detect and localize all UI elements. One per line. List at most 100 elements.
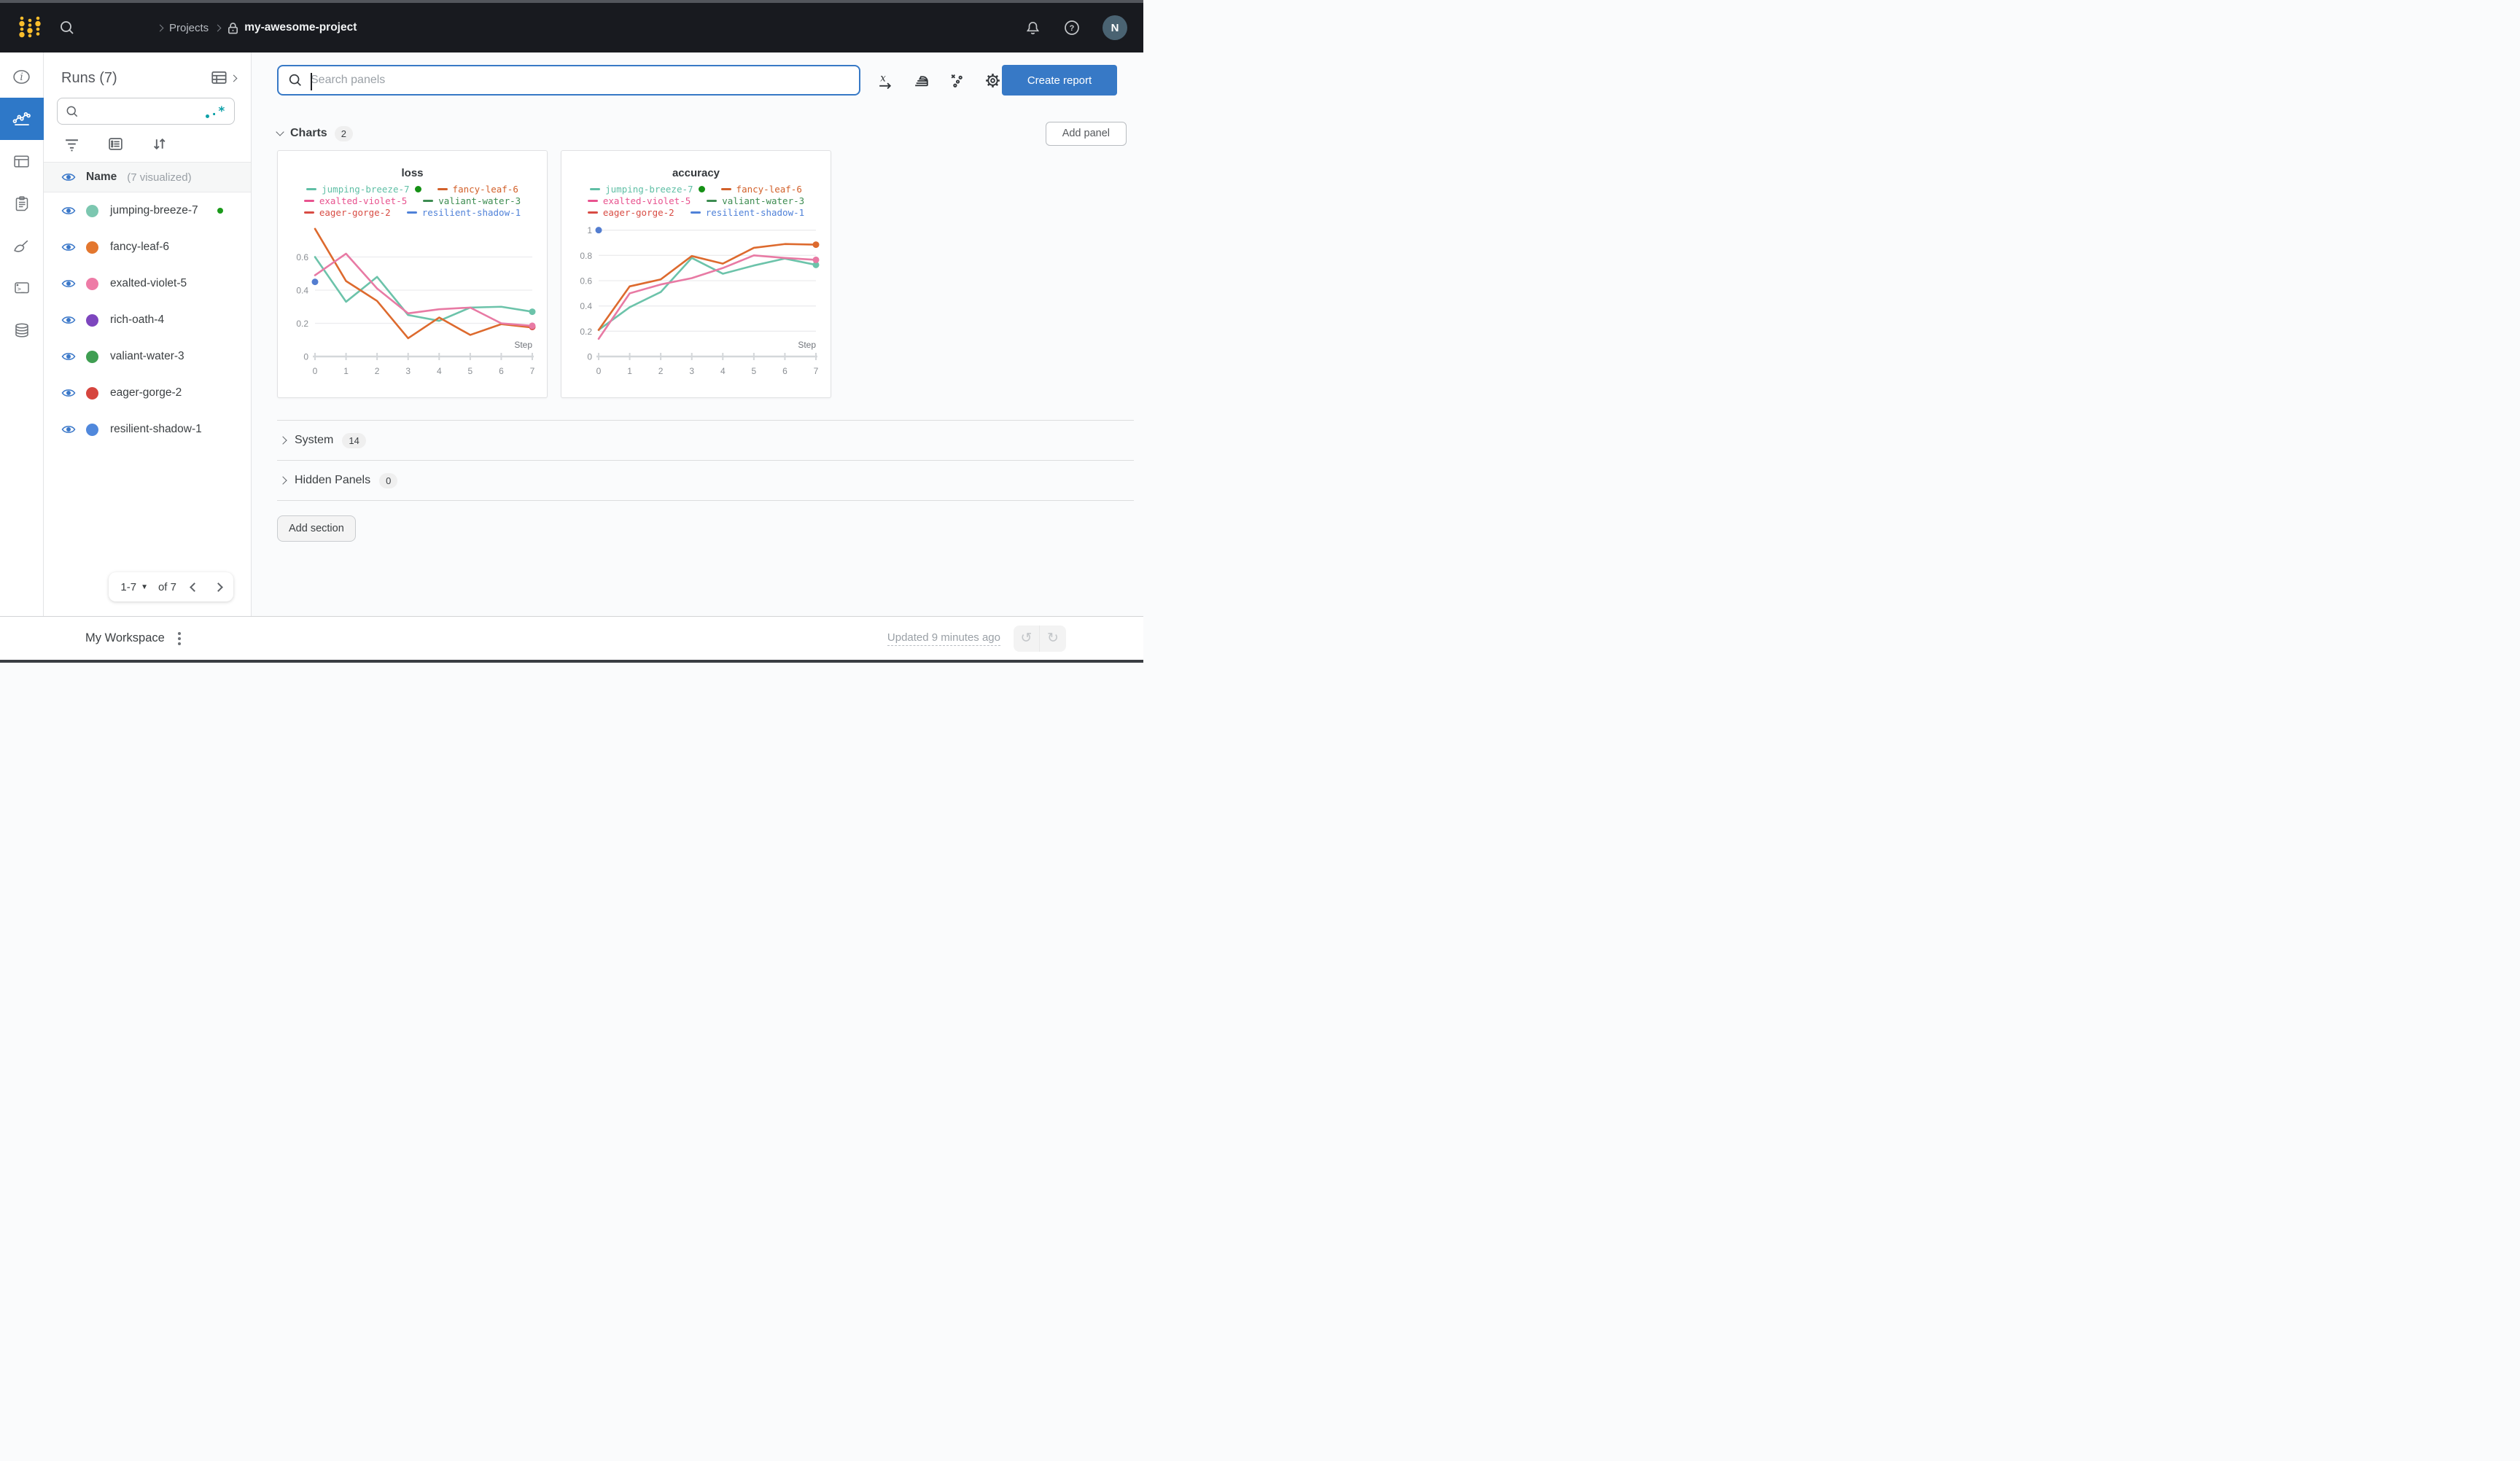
charts-grid: loss jumping-breeze-7 fancy-leaf-6 exalted-… <box>277 150 1127 398</box>
legend-label: valiant-water-3 <box>438 195 521 206</box>
breadcrumb-projects-link[interactable]: Projects <box>169 21 209 34</box>
redo-button[interactable]: ↻ <box>1040 625 1066 652</box>
sidebar-item-logs[interactable] <box>0 182 44 225</box>
legend-item[interactable]: valiant-water-3 <box>707 195 804 206</box>
filter-icon[interactable] <box>64 136 79 152</box>
sort-icon[interactable] <box>152 136 167 152</box>
legend-item[interactable]: fancy-leaf-6 <box>720 184 802 195</box>
legend-item[interactable]: valiant-water-3 <box>423 195 521 206</box>
sidebar-item-terminal[interactable]: >_ <box>0 267 44 309</box>
run-name[interactable]: eager-gorge-2 <box>110 386 182 399</box>
breadcrumb-project-name[interactable]: my-awesome-project <box>227 21 357 35</box>
run-name[interactable]: jumping-breeze-7 <box>110 204 198 217</box>
sidebar-item-overview[interactable]: i <box>0 55 44 98</box>
global-search-icon[interactable] <box>58 19 76 36</box>
page-range-dropdown[interactable]: 1-7 <box>120 580 137 593</box>
gear-icon[interactable] <box>984 71 1002 90</box>
create-report-button[interactable]: Create report <box>1002 65 1117 96</box>
database-icon <box>15 323 28 338</box>
undo-button[interactable]: ↺ <box>1014 625 1040 652</box>
chart-title: loss <box>401 167 424 179</box>
workspace-name[interactable]: My Workspace <box>85 631 165 644</box>
panel-search-box[interactable] <box>277 65 860 96</box>
run-row[interactable]: jumping-breeze-7 <box>44 192 251 229</box>
sidebar-item-sweeps[interactable] <box>0 225 44 267</box>
eye-icon[interactable] <box>61 206 76 216</box>
group-list-icon[interactable] <box>108 136 123 152</box>
add-section-button[interactable]: Add section <box>277 515 356 542</box>
sidebar-item-table[interactable] <box>0 140 44 182</box>
legend-swatch <box>720 187 731 191</box>
expand-runs-table-button[interactable] <box>210 69 238 87</box>
eye-icon[interactable] <box>61 172 76 182</box>
run-name[interactable]: fancy-leaf-6 <box>110 241 169 253</box>
x-axis-settings-icon[interactable]: x <box>876 71 895 90</box>
runs-search-input[interactable]: .* <box>57 98 235 125</box>
hidden-panels-section-header[interactable]: Hidden Panels 0 <box>277 461 1127 500</box>
chevron-right-icon[interactable] <box>279 476 287 485</box>
smoothing-icon[interactable] <box>912 71 930 90</box>
legend-item[interactable]: exalted-violet-5 <box>587 195 691 206</box>
sidebar-item-artifacts[interactable] <box>0 309 44 351</box>
svg-text:1: 1 <box>587 225 592 235</box>
sidebar-item-workspace[interactable] <box>0 98 44 140</box>
run-name[interactable]: exalted-violet-5 <box>110 277 187 289</box>
runs-name-header[interactable]: Name (7 visualized) <box>44 162 251 192</box>
run-row[interactable]: valiant-water-3 <box>44 338 251 375</box>
run-row[interactable]: eager-gorge-2 <box>44 375 251 411</box>
run-name[interactable]: resilient-shadow-1 <box>110 423 202 435</box>
chart-plot-area[interactable]: 0 0.2 0.4 0.6 0.8 1 0 1 2 3 4 5 6 7 Step <box>561 218 831 387</box>
updated-timestamp[interactable]: Updated 9 minutes ago <box>887 631 1000 646</box>
workspace-menu-kebab-icon[interactable] <box>177 631 181 645</box>
regex-toggle-icon[interactable]: .* <box>205 104 227 119</box>
eye-icon[interactable] <box>61 388 76 398</box>
prev-page-button[interactable] <box>190 582 199 592</box>
run-name[interactable]: rich-oath-4 <box>110 313 165 326</box>
legend-item[interactable]: exalted-violet-5 <box>303 195 407 206</box>
chart-panel-loss[interactable]: loss jumping-breeze-7 fancy-leaf-6 exalted-… <box>277 150 548 398</box>
table-icon <box>14 155 29 168</box>
notifications-bell-icon[interactable] <box>1024 20 1041 36</box>
legend-item[interactable]: jumping-breeze-7 <box>306 184 421 195</box>
next-page-button[interactable] <box>214 582 223 592</box>
legend-item[interactable]: fancy-leaf-6 <box>437 184 518 195</box>
run-live-indicator <box>217 208 223 214</box>
run-row[interactable]: fancy-leaf-6 <box>44 229 251 265</box>
panel-search-input[interactable] <box>311 74 850 87</box>
eye-icon[interactable] <box>61 278 76 289</box>
eye-icon[interactable] <box>61 315 76 325</box>
run-row[interactable]: rich-oath-4 <box>44 302 251 338</box>
legend-item[interactable]: jumping-breeze-7 <box>590 184 705 195</box>
system-section-header[interactable]: System 14 <box>277 421 1127 460</box>
caret-down-icon[interactable]: ▼ <box>141 583 148 591</box>
charts-section-label[interactable]: Charts <box>290 127 327 139</box>
wandb-logo[interactable] <box>16 13 45 42</box>
window-bottom-edge <box>0 660 1143 663</box>
svg-text:6: 6 <box>499 366 504 376</box>
help-icon[interactable]: ? <box>1063 19 1081 36</box>
run-row[interactable]: resilient-shadow-1 <box>44 411 251 448</box>
legend-swatch <box>707 199 718 203</box>
avatar[interactable]: N <box>1102 15 1127 40</box>
legend-label: jumping-breeze-7 <box>605 184 693 195</box>
outliers-icon[interactable] <box>948 71 966 90</box>
info-icon: i <box>13 69 30 84</box>
run-color-dot <box>86 350 98 363</box>
eye-icon[interactable] <box>61 351 76 362</box>
eye-icon[interactable] <box>61 242 76 252</box>
legend-item[interactable]: eager-gorge-2 <box>303 207 391 218</box>
chart-plot-area[interactable]: 0 0.2 0.4 0.6 0 1 2 3 4 5 6 7 Step <box>278 218 547 387</box>
eye-icon[interactable] <box>61 424 76 435</box>
run-name[interactable]: valiant-water-3 <box>110 350 184 362</box>
add-panel-button[interactable]: Add panel <box>1045 121 1127 146</box>
run-color-dot <box>86 277 98 290</box>
chevron-right-icon[interactable] <box>279 436 287 445</box>
svg-text:0.4: 0.4 <box>296 286 308 296</box>
chevron-down-icon[interactable] <box>276 128 284 136</box>
legend-item[interactable]: resilient-shadow-1 <box>406 207 521 218</box>
legend-item[interactable]: eager-gorge-2 <box>587 207 674 218</box>
run-row[interactable]: exalted-violet-5 <box>44 265 251 302</box>
legend-swatch <box>306 187 317 191</box>
chart-panel-accuracy[interactable]: accuracy jumping-breeze-7 fancy-leaf-6 exal… <box>561 150 831 398</box>
legend-item[interactable]: resilient-shadow-1 <box>690 207 804 218</box>
